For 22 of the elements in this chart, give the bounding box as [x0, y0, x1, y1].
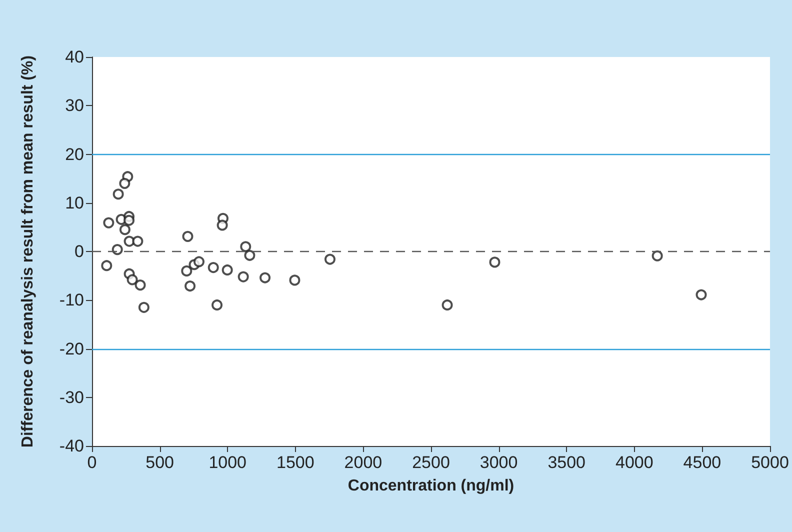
- x-tick-label: 3500: [548, 453, 586, 472]
- x-tick-label: 0: [87, 453, 97, 472]
- y-tick-label: -40: [59, 436, 84, 456]
- y-tick-label: -10: [59, 290, 84, 310]
- x-tick-label: 4500: [683, 453, 722, 472]
- x-tick-label: 5000: [751, 453, 789, 472]
- x-tick-label: 500: [146, 453, 174, 472]
- y-tick-label: 0: [74, 242, 84, 261]
- x-axis-title: Concentration (ng/ml): [348, 478, 514, 494]
- x-tick-label: 1000: [208, 453, 247, 472]
- x-tick-label: 3000: [480, 453, 518, 472]
- x-tick-label: 1500: [276, 453, 314, 472]
- x-tick-label: 4000: [615, 453, 654, 472]
- y-tick-label: -20: [59, 339, 84, 358]
- y-tick-label: -30: [59, 388, 84, 407]
- y-tick-label: 10: [65, 193, 84, 212]
- y-tick-label: 20: [65, 144, 84, 164]
- y-axis-title: Difference of reanalysis result from mean result (%): [20, 55, 36, 448]
- x-tick-label: 2500: [412, 453, 450, 472]
- x-tick-label: 2000: [344, 453, 382, 472]
- y-tick-label: 30: [65, 96, 84, 116]
- y-tick-label: 40: [65, 48, 84, 66]
